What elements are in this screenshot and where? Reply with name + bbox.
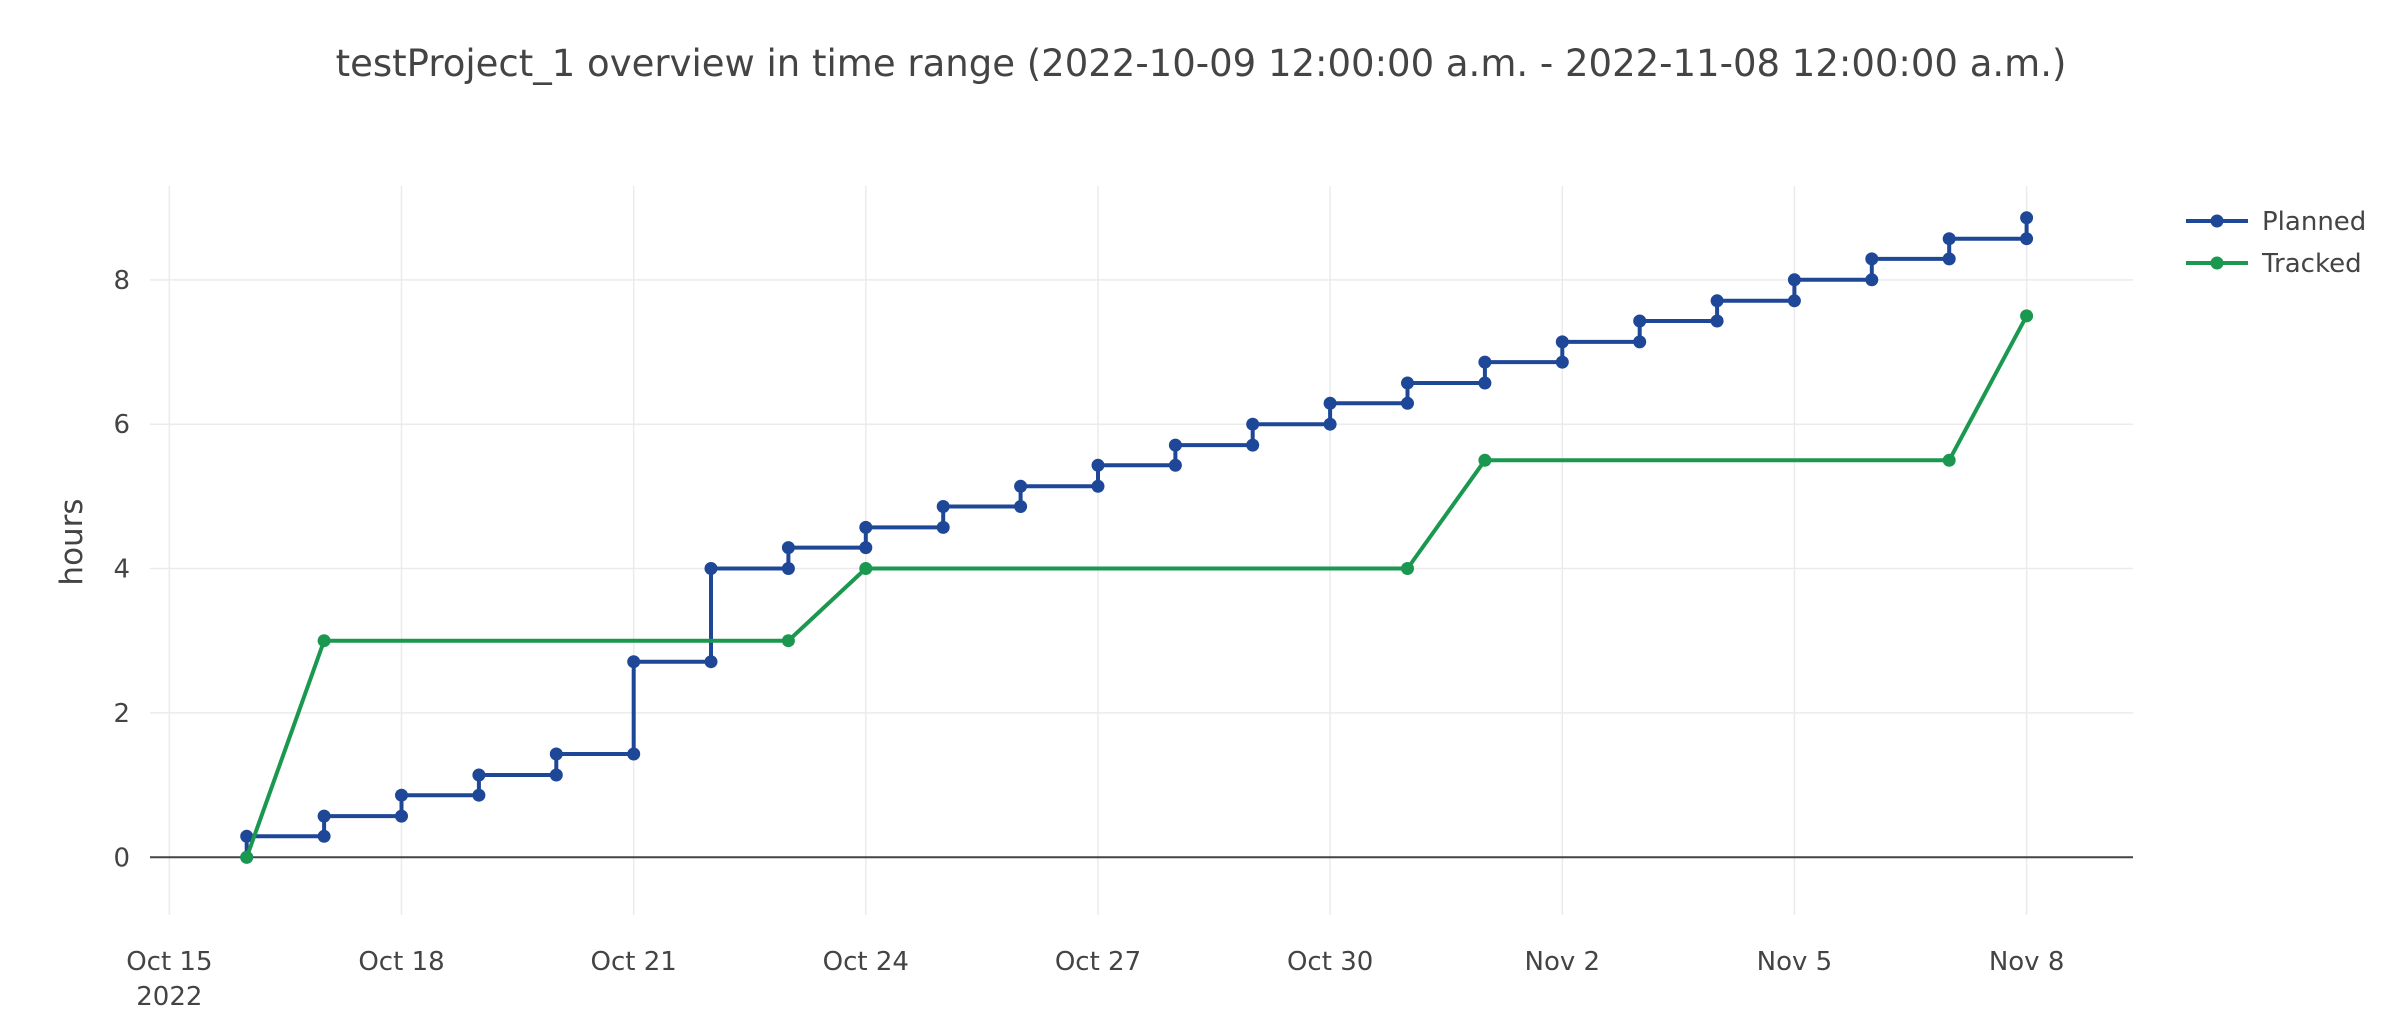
planned-data-point	[1865, 273, 1879, 287]
x-tick-label: Oct 21	[591, 947, 677, 977]
x-tick-label: Oct 18	[358, 947, 444, 977]
tracked-data-point	[240, 850, 254, 864]
planned-data-point	[1633, 314, 1647, 328]
planned-data-point	[1014, 479, 1028, 493]
y-tick-label: 2	[113, 699, 130, 729]
legend-tracked-label: Tracked	[2261, 249, 2362, 279]
grid	[150, 186, 2133, 915]
planned-data-point	[395, 788, 408, 802]
planned-data-point	[1091, 458, 1105, 472]
planned-data-point	[1478, 376, 1492, 390]
planned-data-point	[1787, 294, 1801, 308]
planned-data-point	[1168, 438, 1182, 452]
planned-data-point	[1633, 335, 1647, 349]
x-tick-label: Nov 2	[1525, 947, 1601, 977]
planned-data-point	[1942, 232, 1956, 246]
legend: Planned Tracked	[2186, 207, 2366, 279]
planned-data-point	[1091, 479, 1105, 493]
planned-data-point	[1710, 294, 1724, 308]
tracked-data-point	[1478, 453, 1492, 467]
x-tick-label: Oct 27	[1055, 947, 1141, 977]
planned-data-point	[1942, 252, 1956, 266]
planned-data-point	[1246, 438, 1260, 452]
planned-data-point	[317, 829, 331, 843]
planned-data-point	[1246, 417, 1260, 431]
x-tick-year: 2022	[136, 982, 202, 1012]
planned-data-point	[549, 768, 563, 782]
planned-data-point	[704, 655, 718, 669]
planned-data-point	[395, 809, 408, 823]
planned-data-point	[1168, 458, 1182, 472]
planned-data-point	[2020, 232, 2034, 246]
x-tick-label: Nov 5	[1757, 947, 1833, 977]
y-tick-label: 6	[113, 410, 130, 440]
planned-data-point	[1323, 396, 1337, 410]
x-tick-label: Oct 15	[126, 947, 212, 977]
planned-data-point	[1014, 500, 1028, 513]
planned-data-point	[1401, 396, 1414, 410]
x-tick-label: Oct 24	[823, 947, 909, 977]
planned-data-point	[936, 500, 950, 513]
tracked-data-point	[317, 634, 331, 648]
planned-data-point	[859, 520, 873, 534]
tracked-data-point	[859, 562, 873, 575]
legend-planned-marker	[2210, 214, 2224, 228]
tracked-series-line	[244, 314, 2029, 858]
planned-data-point	[936, 520, 950, 534]
axes: Oct 15 2022 Oct 18 Oct 21 Oct 24 Oct 27 Oct 30…	[113, 266, 2133, 1012]
tracked-data-point	[1401, 562, 1414, 575]
planned-data-point	[1787, 273, 1801, 287]
legend-tracked-marker	[2210, 256, 2224, 270]
planned-data-point	[781, 541, 795, 555]
plot-area	[240, 211, 2034, 864]
planned-data-point	[1555, 355, 1569, 369]
planned-data-point	[472, 788, 486, 802]
y-tick-label: 4	[113, 555, 130, 585]
y-tick-label: 8	[113, 266, 130, 296]
planned-data-point	[317, 809, 331, 823]
chart-title: testProject_1 overview in time range (20…	[336, 42, 2067, 85]
planned-data-point	[1478, 355, 1492, 369]
planned-data-point	[781, 562, 795, 575]
tracked-data-point	[1942, 453, 1956, 467]
planned-data-point	[1865, 252, 1879, 266]
planned-data-point	[2020, 211, 2034, 225]
planned-data-point	[1401, 376, 1414, 390]
planned-data-point	[240, 829, 254, 843]
planned-data-point	[1555, 335, 1569, 349]
tracked-data-point	[781, 634, 795, 648]
planned-data-point	[472, 768, 486, 782]
planned-data-point	[627, 655, 641, 669]
planned-data-point	[1710, 314, 1724, 328]
y-axis-label: hours	[54, 498, 90, 585]
x-tick-label: Nov 8	[1989, 947, 2065, 977]
planned-data-point	[627, 747, 641, 761]
planned-data-point	[859, 541, 873, 555]
legend-planned-label: Planned	[2262, 207, 2366, 237]
y-tick-label: 0	[113, 843, 130, 873]
x-tick-label: Oct 30	[1287, 947, 1373, 977]
planned-data-point	[704, 562, 718, 575]
planned-data-point	[1323, 417, 1337, 431]
planned-series-line	[244, 217, 2029, 858]
planned-data-point	[549, 747, 563, 761]
tracked-data-point	[2020, 309, 2034, 323]
